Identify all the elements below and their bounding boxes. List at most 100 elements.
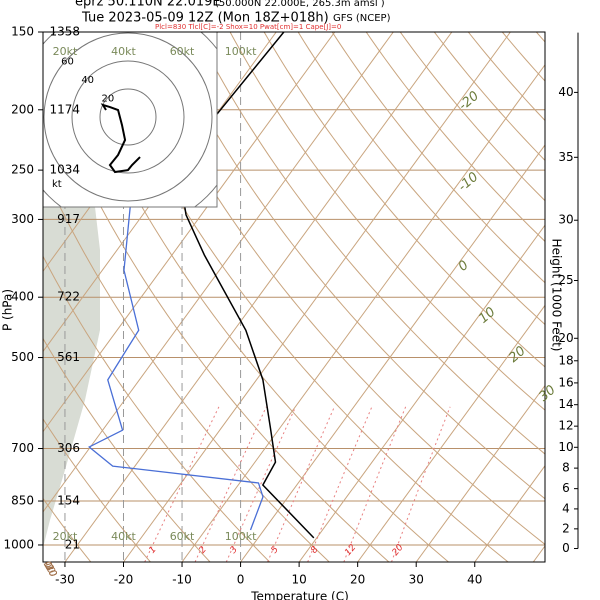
wind-scale-label: 20kt [53,530,78,543]
y-tick-label: 700 [11,441,34,455]
location: (50.000N 22.000E, 265.3m amsl ) [215,0,385,9]
mixing-ratio-line [343,406,407,562]
station: eprz 50.110N 22.019E [75,0,221,10]
y2-tick-label: 18 [558,353,573,367]
wind-scale-label: 100kt [225,45,257,58]
mixing-ratio-line [391,406,451,562]
y-tick-label: 850 [11,494,34,508]
dry-adiabat [43,169,330,562]
mixing-ratio-line [144,406,220,562]
y2-tick-label: 8 [562,461,570,475]
y2-tick-label: 12 [558,419,573,433]
x-axis-title: Temperature (C) [250,590,349,600]
height-label: 306 [57,441,80,455]
mixing-ratio-label: 2 [197,545,209,556]
y2-tick-label: 30 [558,213,573,227]
wind-scale-label: 20kt [53,45,78,58]
isotherm-label: -10 [456,170,482,195]
mixing-ratio-line [267,406,335,562]
height-label: 154 [57,494,80,508]
isotherm [64,32,453,562]
dry-adiabat [43,337,211,562]
y-tick-label: 400 [11,290,34,304]
dry-adiabat [229,32,545,411]
isotherm [123,32,511,562]
height-label: 722 [57,290,80,304]
isotherm [415,384,545,562]
y2-tick-label: 6 [562,481,570,495]
dry-adiabat [43,255,270,562]
x-tick-label: 0 [237,573,245,587]
mixing-ratio-label: 3 [228,545,240,556]
dry-adiabat [331,32,545,284]
wind-scale-label: 60kt [170,530,195,543]
y2-tick-label: 16 [558,375,573,389]
height-label: 1174 [49,102,80,116]
isotherm [298,224,545,562]
hodograph-ring [71,60,185,174]
x-tick-label: 20 [350,573,365,587]
dry-adiabat [297,32,545,326]
mixing-ratio-line [307,406,373,562]
y2-tick-label: 0 [562,541,570,555]
y-tick-label: 200 [11,102,34,116]
dry-adiabat [399,32,545,202]
mixing-ratio-label: 8 [309,545,321,556]
y-tick-label: 300 [11,212,34,226]
isotherm-label: 20 [506,344,528,366]
dry-adiabat [263,32,545,368]
dry-adiabat [43,418,151,562]
y2-tick-label: 4 [562,501,570,515]
hodograph-ring [43,32,213,202]
ring-label: 40 [81,75,94,86]
isotherm-label: 10 [476,305,498,327]
hodograph-ring [99,88,157,146]
wind-scale-label: 40kt [111,45,136,58]
height-label: 917 [57,212,80,226]
x-tick-label: -30 [55,573,75,587]
hodograph-unit: kt [52,179,62,190]
y2-tick-label: 25 [558,273,573,287]
height-label: 21 [65,537,80,551]
x-tick-label: 40 [467,573,482,587]
indices: Plcl=830 Tlcl[C]=-2 Shox=10 Pwat[cm]=1 C… [155,23,341,31]
hodograph-plot [43,32,217,207]
dry-adiabat [433,32,545,162]
y2-tick-label: 20 [558,331,573,345]
y2-tick-label: 35 [558,150,573,164]
y2-tick-label: 14 [558,397,573,411]
y-tick-label: 150 [11,25,34,39]
y-axis-title: P (hPa) [1,289,15,331]
height-label: 561 [57,350,80,364]
x-tick-label: -10 [172,573,192,587]
y2-tick-label: 40 [558,85,573,99]
wind-scale-label: 40kt [111,530,136,543]
y-tick-label: 500 [11,350,34,364]
x-tick-label: 30 [409,573,424,587]
dry-adiabat-label: 0 [41,560,54,571]
x-tick-label: -20 [114,573,134,587]
wind-scale-label: 60kt [170,45,195,58]
height-label: 1034 [49,163,80,177]
y-tick-label: 1000 [3,537,34,551]
y2-axis-title: Height (1000 Feet) [550,239,564,352]
x-tick-label: 10 [291,573,306,587]
hodograph-trace [100,103,141,174]
dry-adiabat [365,32,545,243]
y2-tick-label: 2 [562,521,570,535]
isotherm [592,32,600,562]
ring-label: 20 [101,94,114,105]
isotherm-label: 30 [536,383,558,405]
model: GFS (NCEP) [333,13,391,24]
isotherm [43,32,336,433]
wind-scale-label: 100kt [225,530,257,543]
dry-adiabat [195,32,545,455]
isotherm [357,304,545,562]
isotherm [181,63,545,562]
mixing-ratio-label: 1 [147,545,158,556]
valid-time: Tue 2023-05-09 12Z (Mon 18Z+018h) [81,11,329,26]
ring-label: 60 [61,57,74,68]
height-label: 1358 [49,25,80,39]
